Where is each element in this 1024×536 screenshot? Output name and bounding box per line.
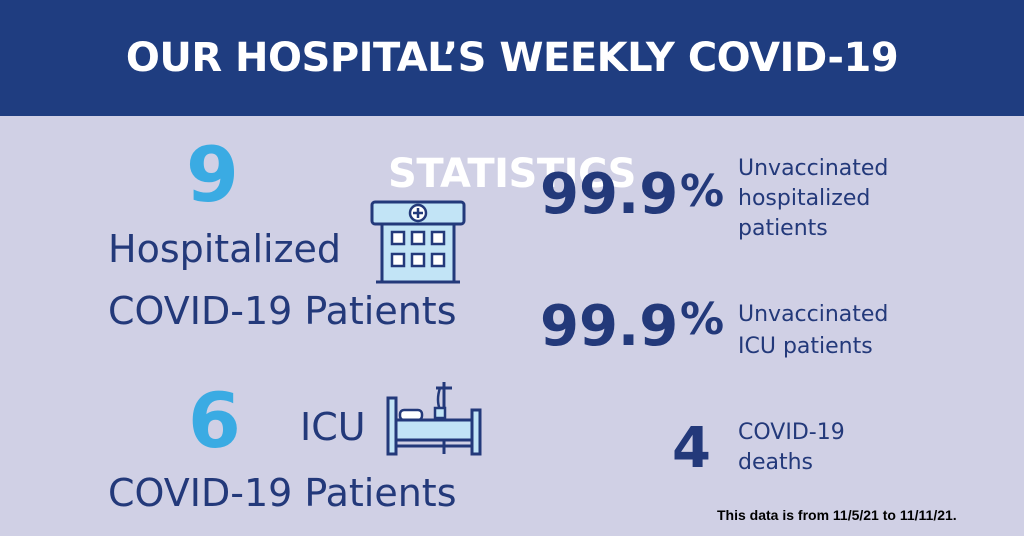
page-title: OUR HOSPITAL’S WEEKLY COVID-19 STATISTIC…: [125, 35, 899, 197]
hospital-building-icon: [370, 200, 466, 284]
stat-deaths-value: 4: [672, 416, 711, 481]
data-date-range-note: This data is from 11/5/21 to 11/11/21.: [717, 507, 957, 523]
icu-label: ICU: [300, 405, 366, 449]
icu-sublabel: COVID-19 Patients: [108, 471, 457, 515]
icu-count: 6: [188, 376, 241, 465]
header-banner: OUR HOSPITAL’S WEEKLY COVID-19 STATISTIC…: [0, 0, 1024, 197]
stat-unvaccinated-hospitalized-line2: hospitalized: [738, 186, 871, 211]
stat-unvaccinated-hospitalized-line3: patients: [738, 216, 828, 241]
stat-unvaccinated-icu-value: 99.9: [540, 294, 679, 359]
hospitalized-count: 9: [186, 130, 239, 219]
stat-deaths-line1: COVID-19: [738, 420, 845, 445]
stat-unvaccinated-icu-line2: ICU patients: [738, 334, 873, 359]
stat-deaths-line2: deaths: [738, 450, 814, 475]
hospitalized-label: Hospitalized: [108, 227, 342, 271]
stat-unvaccinated-icu-unit: %: [680, 294, 725, 345]
hospital-bed-icon: [386, 382, 482, 456]
stat-unvaccinated-icu-line1: Unvaccinated: [738, 302, 889, 327]
stat-unvaccinated-hospitalized-value: 99.9: [540, 162, 679, 227]
hospitalized-sublabel: COVID-19 Patients: [108, 289, 457, 333]
stat-unvaccinated-hospitalized-line1: Unvaccinated: [738, 156, 889, 181]
stat-unvaccinated-hospitalized-unit: %: [680, 166, 725, 217]
